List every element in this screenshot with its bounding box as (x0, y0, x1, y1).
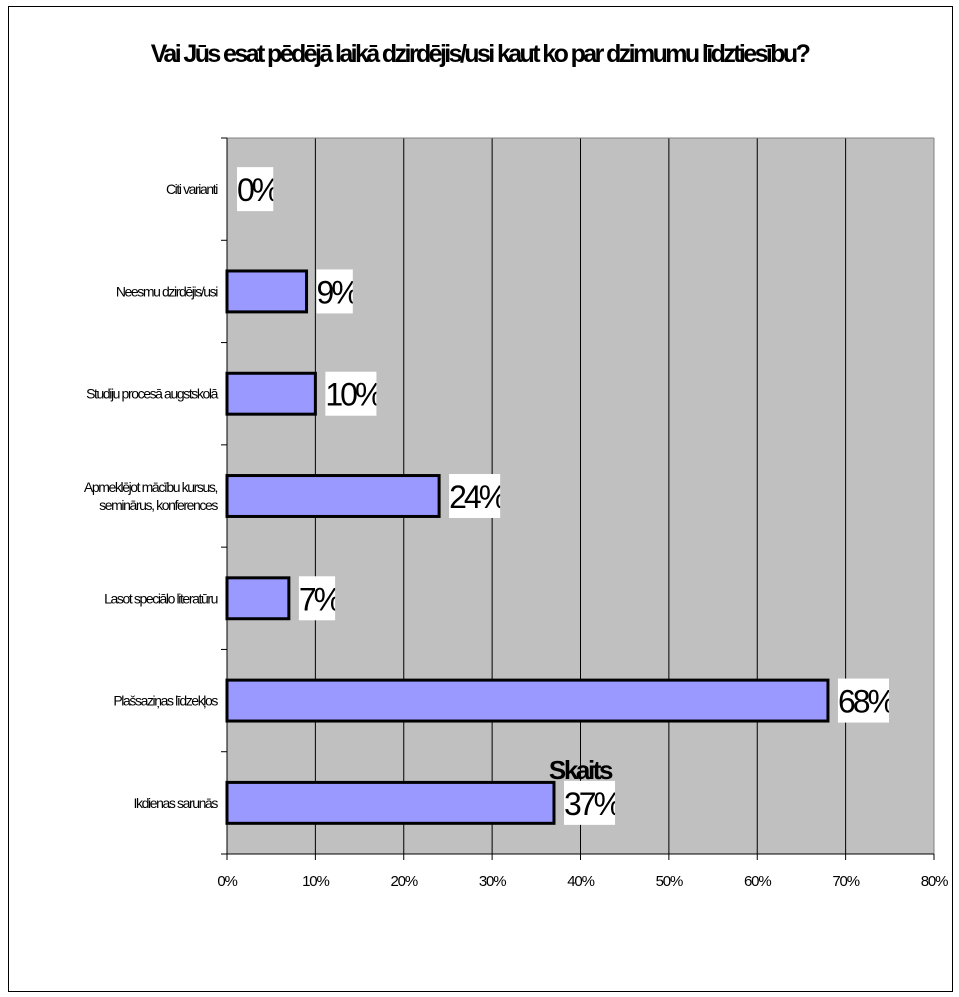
data-label-box (837, 678, 889, 723)
bar (225, 269, 309, 314)
chart-title: Vai Jūs esat pēdējā laikā dzirdējis/usi … (150, 40, 811, 68)
category-label: Apmeklējot mācību kursus, (84, 479, 218, 495)
x-tick-label: 70% (832, 873, 859, 890)
data-label-box (449, 474, 501, 518)
x-tick-label: 0% (217, 873, 237, 890)
category-label: Ikdienas sarunās (134, 795, 219, 811)
data-label: 10% (325, 377, 383, 413)
x-tick-label: 50% (656, 873, 683, 890)
x-tick-label: 20% (391, 873, 418, 890)
category-label: Studiju procesā augstskolā (86, 386, 219, 402)
data-label-box (237, 167, 274, 212)
x-tick-label: 10% (302, 873, 329, 890)
category-label: Neesmu dzirdējis/usi (116, 283, 218, 299)
x-tick-label: 60% (744, 873, 771, 890)
category-label: Citi varianti (166, 181, 218, 197)
data-label-box (316, 269, 353, 314)
bar (225, 576, 291, 621)
x-axis-title: Skaits (549, 755, 613, 785)
bar (225, 678, 830, 723)
bar (225, 474, 441, 518)
category-label: seminārus, konferences (99, 497, 218, 513)
data-label: 37% (564, 786, 622, 822)
data-label-box (563, 780, 616, 825)
x-tick-label: 30% (479, 873, 506, 890)
data-label: 0% (237, 172, 280, 208)
data-label: 24% (449, 479, 507, 515)
data-label-box (325, 371, 377, 416)
category-label: Lasot speciālo literatūru (104, 590, 217, 606)
category-label: Plašsaziņas līdzekļos (113, 693, 218, 709)
data-label: 68% (838, 684, 896, 720)
data-label-box (298, 576, 336, 621)
bar (225, 780, 556, 825)
bar (225, 371, 317, 416)
x-tick-label: 80% (921, 873, 948, 890)
data-label: 7% (299, 581, 342, 617)
x-tick-label: 40% (567, 873, 594, 890)
data-label: 9% (317, 274, 360, 310)
